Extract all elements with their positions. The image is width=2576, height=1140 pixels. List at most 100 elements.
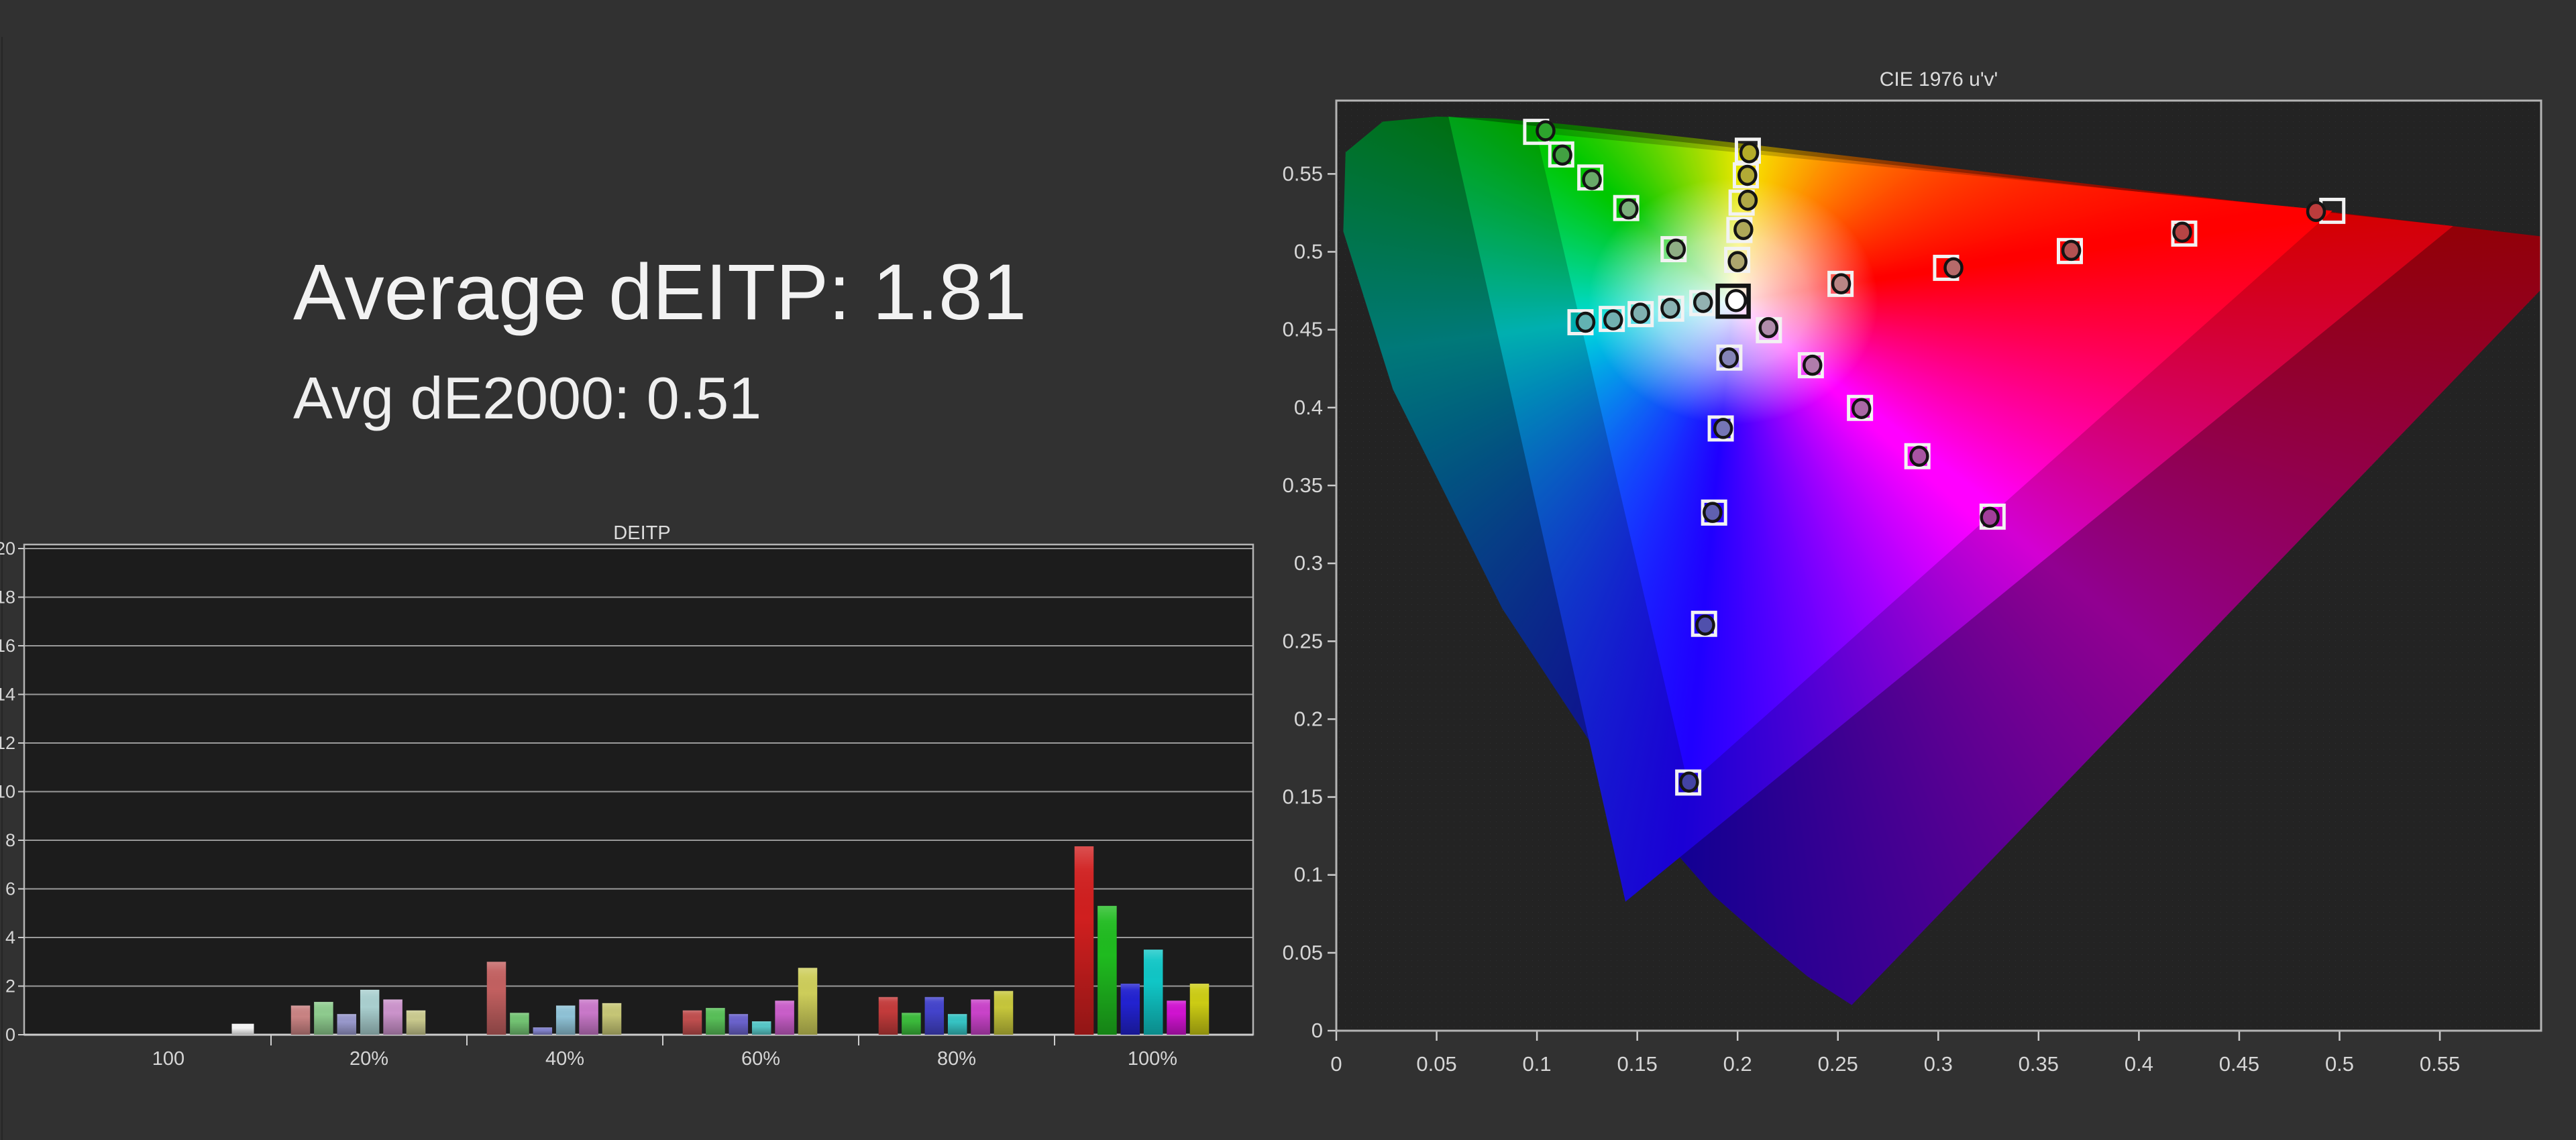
bar-yellow-80%-shade — [994, 990, 1014, 1035]
bar-magenta-40%-shade — [579, 999, 598, 1035]
measured-point-cyan-80pct — [1603, 309, 1623, 331]
y-tick-label: 8 — [5, 830, 15, 850]
bar-magenta-100%-shade — [1167, 1001, 1186, 1035]
deitp-plot-area — [24, 545, 1253, 1035]
y-tick-label: 6 — [5, 879, 15, 899]
measured-point-blue-40pct — [1713, 418, 1733, 439]
measured-point-magenta-20pct — [1758, 317, 1779, 339]
x-tick-label: 0 — [1330, 1052, 1342, 1076]
measured-point-red-60pct — [2061, 239, 2082, 262]
bar-green-20%-shade — [314, 1002, 333, 1035]
bar-cyan-80%-shade — [947, 1014, 967, 1035]
y-tick-label: 16 — [0, 636, 15, 656]
x-tick-label: 0.4 — [2125, 1052, 2153, 1076]
measured-point-yellow-20pct — [1727, 251, 1748, 272]
category-label: 100% — [1128, 1048, 1177, 1070]
measured-point-magenta-60pct — [1851, 398, 1872, 419]
avg-de2000-text: Avg dE2000: 0.51 — [293, 365, 762, 431]
x-tick-label: 0.5 — [2325, 1052, 2354, 1076]
bar-cyan-60%-shade — [751, 1021, 771, 1035]
target-square-green-80pct — [1548, 141, 1574, 168]
y-tick-label: 18 — [0, 587, 15, 608]
y-tick-label: 0.55 — [1283, 162, 1323, 185]
bar-blue-100%-shade — [1120, 983, 1140, 1035]
y-tick-label: 0.3 — [1294, 551, 1323, 575]
bar-cyan-100%-shade — [1143, 950, 1163, 1035]
bar-green-40%-shade — [510, 1013, 529, 1035]
measured-point-cyan-20pct — [1693, 292, 1713, 313]
cie-chart-title: CIE 1976 u'v' — [1880, 68, 1998, 91]
measured-point-yellow-80pct — [1737, 164, 1758, 186]
target-square-white — [1715, 283, 1751, 319]
measured-point-green-100pct — [1536, 120, 1556, 141]
category-label: 60% — [741, 1048, 780, 1070]
measured-point-cyan-100pct — [1575, 311, 1596, 333]
measured-point-blue-80pct — [1695, 614, 1715, 636]
average-deitp-text: Average dEITP: 1.81 — [293, 248, 1027, 337]
x-tick-label: 0.15 — [1617, 1052, 1657, 1076]
measured-point-magenta-80pct — [1909, 445, 1929, 467]
bar-blue-20%-shade — [337, 1014, 357, 1035]
x-tick-label: 0.2 — [1723, 1052, 1752, 1076]
y-tick-label: 2 — [5, 976, 15, 996]
y-tick-label: 10 — [0, 782, 15, 802]
y-tick-label: 0.35 — [1283, 473, 1323, 497]
target-square-red-20pct — [1827, 270, 1854, 297]
y-tick-label: 0.5 — [1294, 240, 1323, 264]
bar-green-80%-shade — [902, 1013, 921, 1035]
bar-red-60%-shade — [682, 1010, 702, 1035]
measured-point-white — [1725, 288, 1748, 312]
category-label: 40% — [545, 1048, 584, 1070]
y-tick-label: 4 — [5, 927, 15, 948]
bar-magenta-80%-shade — [971, 999, 990, 1035]
measured-point-green-20pct — [1666, 238, 1686, 260]
bar-magenta-20%-shade — [383, 999, 402, 1035]
bar-red-40%-shade — [486, 962, 506, 1035]
target-square-red-60pct — [2057, 237, 2084, 264]
measured-point-red-20pct — [1831, 273, 1851, 294]
deitp-chart-title: DEITP — [613, 522, 670, 544]
measured-point-red-80pct — [2172, 221, 2192, 243]
measured-point-magenta-100pct — [1980, 506, 2000, 528]
x-tick-label: 0.3 — [1924, 1052, 1953, 1076]
x-tick-label: 0.45 — [2219, 1052, 2259, 1076]
cie-1976-diagram: CIE 1976 u'v' 0 0.05 0.1 0.15 0.2 0.25 0.3 0.35 0… — [1275, 60, 2576, 1106]
bar-red-80%-shade — [878, 996, 898, 1035]
category-label: 20% — [350, 1048, 388, 1070]
measured-point-green-40pct — [1619, 198, 1639, 220]
bar-yellow-100%-shade — [1189, 983, 1210, 1035]
y-tick-label: 0.15 — [1283, 785, 1323, 809]
y-tick-label: 0.2 — [1294, 707, 1323, 730]
x-tick-label: 0.25 — [1818, 1052, 1858, 1076]
measured-point-yellow-100pct — [1739, 142, 1760, 164]
window-edge-line — [1, 37, 3, 1140]
target-square-blue-20pct — [1716, 344, 1743, 371]
bar-green-60%-shade — [706, 1008, 725, 1035]
bar-magenta-60%-shade — [775, 1001, 794, 1035]
measured-point-green-60pct — [1582, 168, 1602, 190]
measured-point-yellow-60pct — [1737, 189, 1758, 211]
y-tick-label: 12 — [0, 733, 15, 753]
target-square-cyan-40pct — [1658, 295, 1684, 322]
cie-plot-border — [1335, 99, 2542, 1032]
bar-red-20%-shade — [290, 1005, 311, 1035]
y-tick-label: 14 — [0, 685, 15, 705]
y-tick-label: 0 — [1311, 1019, 1323, 1042]
x-tick-label: 0.1 — [1523, 1052, 1552, 1076]
y-tick-label: 0.45 — [1283, 318, 1323, 341]
bar-red-100%-shade — [1074, 846, 1094, 1035]
category-label: 80% — [937, 1048, 976, 1070]
measured-point-yellow-40pct — [1733, 219, 1754, 241]
y-tick-label: 0.25 — [1283, 629, 1323, 652]
measured-point-blue-100pct — [1679, 771, 1699, 793]
measured-point-red-100pct — [2306, 201, 2326, 223]
bar-white-100-shade — [231, 1023, 254, 1035]
x-tick-label: 0.05 — [1416, 1052, 1456, 1076]
measured-point-blue-60pct — [1703, 502, 1723, 523]
category-label: 100 — [152, 1048, 184, 1070]
bar-yellow-20%-shade — [406, 1010, 426, 1035]
y-tick-label: 0.4 — [1294, 396, 1323, 419]
x-tick-label: 0.35 — [2019, 1052, 2059, 1076]
measured-point-green-80pct — [1552, 144, 1572, 166]
bar-green-100%-shade — [1097, 905, 1117, 1035]
